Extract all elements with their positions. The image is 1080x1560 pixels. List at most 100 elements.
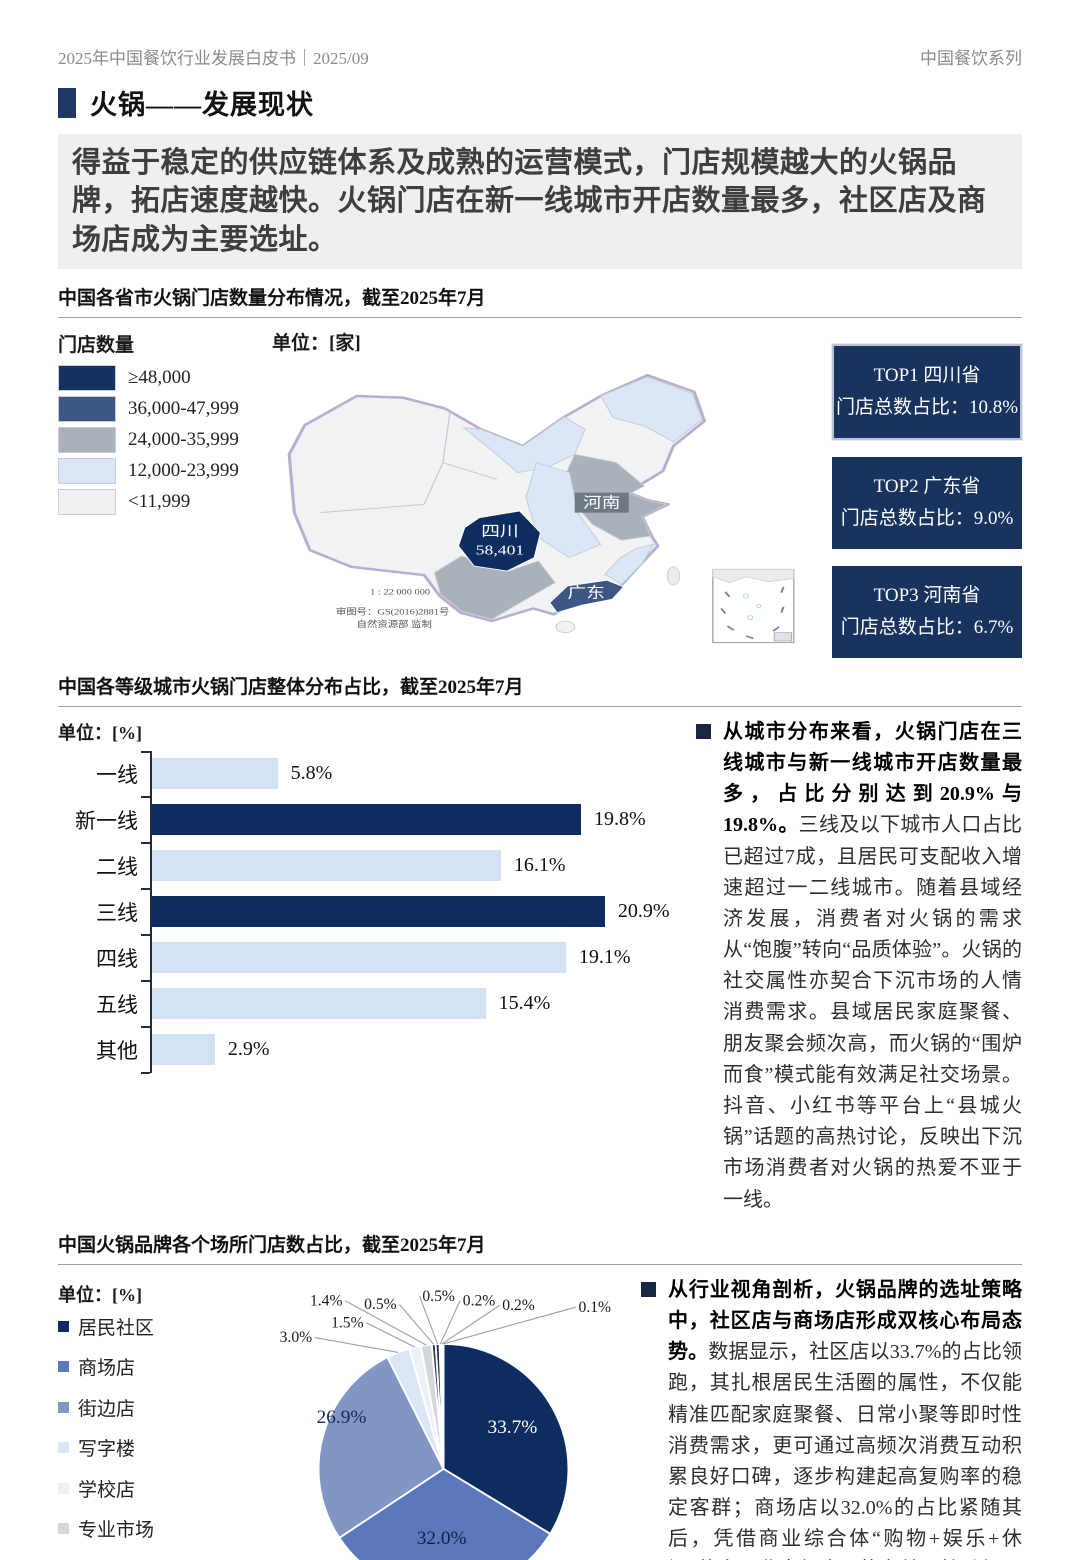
sichuan-label: 四川 (481, 523, 518, 540)
title-marker (58, 87, 76, 118)
leader-line (442, 1306, 576, 1345)
bar-value-label: 20.9% (617, 900, 670, 923)
top3-line1: TOP3 河南省 (873, 585, 981, 607)
page-title: 火锅——发展现状 (90, 90, 314, 120)
bar-value-label: 15.4% (498, 992, 551, 1015)
axis-tick (141, 1071, 150, 1074)
pie-comment-rest: 数据显示，社区店以33.7%的占比领跑，其扎根居民生活圈的属性，不仅能精准匹配家… (668, 1341, 1022, 1560)
guangdong-label: 广东 (567, 584, 604, 601)
pie-chart: 33.7% 32.0% 26.9% 3.0% 1.5% 1.4% 0.5% 0.5% 0.2% 0… (280, 1288, 612, 1560)
pie-section-body: 单位：[%] 居民社区商场店街边店写字楼学校店专业市场酒店周边景区景点医院周边交… (58, 1275, 1022, 1560)
pie-callout-label: 0.1% (579, 1299, 612, 1316)
map-legend-item: ≥48,000 (58, 364, 258, 391)
top3-line2: 门店总数占比：6.7% (840, 616, 1014, 638)
pie-chart-area: 33.7% 32.0% 26.9% 3.0% 1.5% 1.4% 0.5% 0.5% 0.2% 0… (246, 1275, 641, 1560)
bar (152, 1034, 215, 1066)
henan-label: 河南 (583, 494, 620, 511)
province-sichuan (457, 510, 542, 572)
legend-label: 36,000-47,999 (128, 397, 239, 419)
bar-category-label: 新一线 (75, 808, 138, 833)
pie-value-label: 26.9% (317, 1407, 367, 1428)
map-legend-item: 12,000-23,999 (58, 457, 258, 484)
legend-label: <11,999 (128, 490, 191, 512)
section-rule (58, 316, 1022, 318)
intro-callout: 得益于稳定的供应链体系及成熟的运营模式，门店规模越大的火锅品牌，拓店速度越快。火… (58, 134, 1022, 269)
pie-slice-商场店 (338, 1467, 552, 1560)
pie-value-label: 33.7% (487, 1417, 537, 1438)
header-left-text: 2025年中国餐饮行业发展白皮书｜2025/09 (58, 49, 369, 68)
bar-value-label: 2.9% (227, 1038, 270, 1061)
region-coast-lightblue (604, 543, 655, 585)
pie-callout-label: 0.5% (364, 1296, 397, 1313)
pie-callout-label: 0.5% (422, 1288, 455, 1305)
leader-line (398, 1303, 435, 1345)
bar-category-label: 四线 (96, 946, 138, 971)
province-borders (320, 410, 498, 513)
top1-line1: TOP1 四川省 (873, 365, 981, 387)
pie-unit-label: 单位：[%] (58, 1284, 142, 1305)
pie-legend-item: 居民社区 (58, 1313, 246, 1340)
bar-comment-bold: 从城市分布来看，火锅门店在三线城市与新一线城市开店数量最多，占比分别达到20.9… (723, 720, 1022, 837)
china-map: 河南 四川 58,401 广东 1 : 22 000 000 审图号：GS(20… (287, 373, 795, 643)
axis-tick (141, 795, 150, 798)
pie-slice-街边店 (317, 1355, 445, 1539)
bullet-square-icon (696, 723, 711, 739)
map-legend-item: <11,999 (58, 488, 258, 515)
pie-section-title: 中国火锅品牌各个场所门店数占比，截至2025年7月 (58, 1234, 486, 1256)
map-legend-title: 门店数量 (58, 334, 135, 356)
bar-category-label: 一线 (96, 762, 138, 787)
legend-label: 酒店周边 (78, 1556, 154, 1560)
top1-card: TOP1 四川省 门店总数占比：10.8% (832, 343, 1022, 440)
legend-swatch (58, 1523, 69, 1535)
header-right-text: 中国餐饮系列 (920, 49, 1022, 68)
bar (152, 758, 278, 790)
map-legend: 门店数量 ≥48,000 36,000-47,999 24,000-35,999 12… (58, 328, 258, 658)
legend-swatch (58, 364, 116, 391)
sichuan-value-label: 58,401 (476, 543, 525, 558)
top2-line2: 门店总数占比：9.0% (840, 507, 1014, 529)
leader-line (366, 1322, 416, 1348)
pie-comment-column: 从行业视角剖析，火锅品牌的选址策略中，社区店与商场店形成双核心布局态势。数据显示… (641, 1275, 1022, 1560)
pie-legend-item: 酒店周边 (58, 1556, 246, 1560)
leader-line (419, 1295, 439, 1345)
bar-row: 19.1% (152, 935, 678, 981)
section-rule (58, 1263, 1022, 1265)
legend-label: 12,000-23,999 (128, 459, 239, 481)
legend-label: 写字楼 (78, 1439, 136, 1461)
legend-swatch (58, 1442, 69, 1454)
bar-chart: 一线 新一线 二线 三线 四线 五线 其他 5.8% 19.8% 16.1% 20.9% 19.1%… (58, 750, 678, 1074)
region-southwest-gray (433, 555, 556, 620)
map-block: 门店数量 ≥48,000 36,000-47,999 24,000-35,999 12… (58, 328, 1022, 658)
bar-category-label: 三线 (96, 900, 138, 925)
axis-tick (141, 750, 150, 753)
bar-unit-label: 单位：[%] (58, 722, 142, 743)
title-row: 火锅——发展现状 (58, 83, 1022, 122)
bar-row: 2.9% (152, 1027, 678, 1073)
bar (152, 804, 581, 836)
bar-value-label: 16.1% (513, 854, 566, 877)
bar-value-label: 19.1% (578, 946, 631, 969)
region-center-lightblue (525, 461, 602, 558)
map-inset-south-china-sea (712, 568, 795, 643)
pie-legend-item: 街边店 (58, 1394, 246, 1421)
legend-swatch (58, 1401, 69, 1413)
legend-swatch (58, 395, 116, 422)
bar-comment: 从城市分布来看，火锅门店在三线城市与新一线城市开店数量最多，占比分别达到20.9… (696, 717, 1022, 1216)
legend-swatch (58, 1361, 69, 1373)
bullet-square-icon (641, 1281, 656, 1297)
leader-line (314, 1336, 399, 1353)
top2-line1: TOP2 广东省 (873, 476, 981, 498)
pie-value-label: 32.0% (417, 1528, 467, 1549)
axis-tick (141, 1025, 150, 1028)
bar (152, 988, 486, 1020)
legend-swatch (58, 1320, 69, 1332)
pie-comment-text: 从行业视角剖析，火锅品牌的选址策略中，社区店与商场店形成双核心布局态势。数据显示… (668, 1275, 1022, 1560)
leader-line (344, 1300, 427, 1346)
axis-tick (141, 933, 150, 936)
pie-legend-item: 专业市场 (58, 1515, 246, 1542)
bar (152, 942, 566, 974)
legend-swatch (58, 488, 116, 515)
legend-swatch (58, 426, 116, 453)
pie-slice-other (441, 1342, 445, 1469)
region-northeast-lightblue (600, 376, 704, 443)
